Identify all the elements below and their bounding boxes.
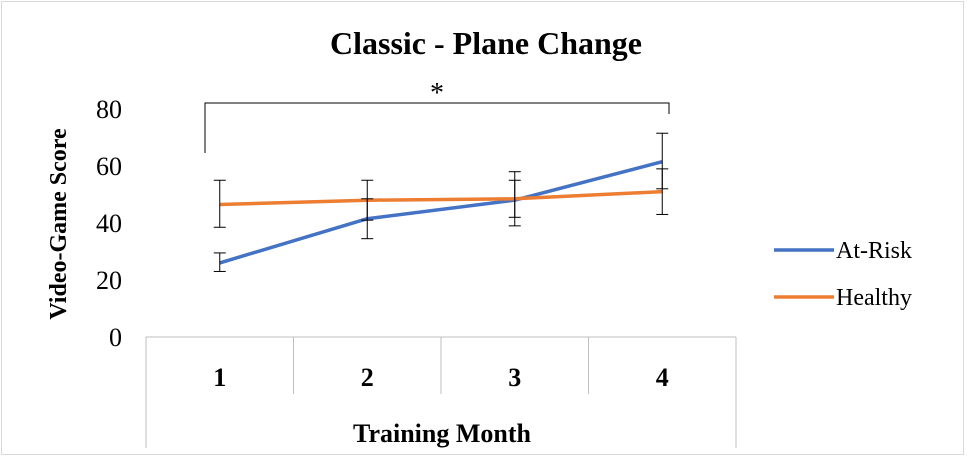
x-tick-label: 4 xyxy=(656,363,669,392)
y-tick-label: 0 xyxy=(109,323,122,352)
series-lines xyxy=(219,160,663,265)
series-line-at-risk xyxy=(219,160,663,265)
x-axis-label: Training Month xyxy=(353,419,531,448)
y-tick-label: 20 xyxy=(96,266,122,295)
x-tick-label: 2 xyxy=(361,363,374,392)
x-tick-label: 3 xyxy=(508,363,521,392)
y-tick-label: 40 xyxy=(96,209,122,238)
legend: At-Risk Healthy xyxy=(774,238,912,311)
bracket-line xyxy=(204,102,670,153)
significance-marker: * xyxy=(430,78,444,109)
y-tick-label: 60 xyxy=(96,152,122,181)
x-tick-label: 1 xyxy=(213,363,226,392)
y-tick-label: 80 xyxy=(96,95,122,124)
axes: 0 20 40 60 80 1 2 3 4 xyxy=(96,95,737,448)
y-axis-label: Video-Game Score xyxy=(46,128,72,320)
chart-title: Classic - Plane Change xyxy=(330,25,642,61)
significance-bracket: * xyxy=(204,78,670,153)
legend-label-healthy: Healthy xyxy=(836,285,912,311)
legend-label-at-risk: At-Risk xyxy=(836,238,912,264)
error-bars xyxy=(213,132,669,272)
series-line-healthy xyxy=(219,189,663,207)
